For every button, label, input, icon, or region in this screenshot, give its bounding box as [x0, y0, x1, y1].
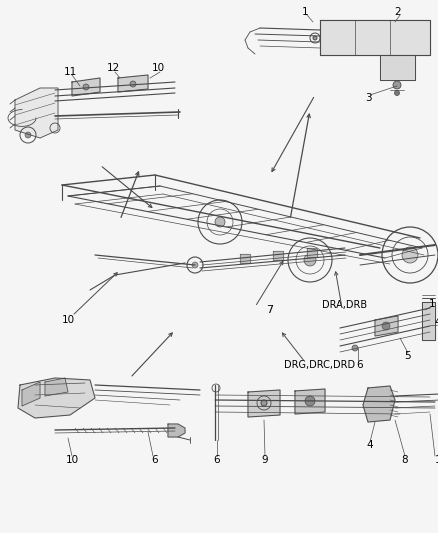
Circle shape — [304, 396, 314, 406]
Text: 9: 9 — [261, 455, 268, 465]
Polygon shape — [118, 75, 148, 92]
Text: 5: 5 — [404, 351, 410, 361]
Polygon shape — [45, 378, 68, 396]
Text: 3: 3 — [364, 93, 371, 103]
Circle shape — [401, 247, 417, 263]
Polygon shape — [22, 382, 40, 406]
Polygon shape — [240, 254, 249, 263]
Text: 8: 8 — [401, 455, 407, 465]
Text: DRG,DRC,DRD: DRG,DRC,DRD — [284, 360, 355, 370]
Circle shape — [25, 132, 31, 138]
Text: 12: 12 — [106, 63, 119, 73]
Polygon shape — [247, 390, 279, 417]
Text: 6: 6 — [213, 455, 220, 465]
Polygon shape — [272, 251, 283, 260]
Text: 6: 6 — [356, 360, 363, 370]
Circle shape — [351, 345, 357, 351]
Circle shape — [394, 91, 399, 95]
Polygon shape — [374, 316, 397, 336]
Text: 10: 10 — [65, 455, 78, 465]
Text: 1: 1 — [434, 455, 438, 465]
Text: 10: 10 — [151, 63, 164, 73]
Circle shape — [261, 400, 266, 406]
Text: 11: 11 — [63, 67, 77, 77]
Text: 1: 1 — [428, 299, 434, 309]
Text: 6: 6 — [152, 455, 158, 465]
Circle shape — [392, 81, 400, 89]
Polygon shape — [168, 424, 184, 437]
Circle shape — [191, 262, 198, 268]
Polygon shape — [362, 386, 394, 422]
Circle shape — [381, 322, 389, 330]
Text: 2: 2 — [394, 7, 400, 17]
Text: DRA,DRB: DRA,DRB — [321, 300, 367, 310]
Circle shape — [130, 81, 136, 87]
Text: 4: 4 — [434, 317, 438, 327]
Circle shape — [312, 36, 316, 40]
Polygon shape — [72, 78, 100, 96]
Polygon shape — [18, 378, 95, 418]
Text: 7: 7 — [266, 305, 273, 315]
Circle shape — [303, 254, 315, 266]
Polygon shape — [421, 302, 434, 340]
Polygon shape — [379, 55, 414, 80]
Polygon shape — [294, 389, 324, 414]
Text: 1: 1 — [301, 7, 307, 17]
Polygon shape — [306, 248, 316, 257]
Circle shape — [83, 84, 89, 90]
Text: 4: 4 — [366, 440, 372, 450]
Polygon shape — [319, 20, 429, 55]
Text: 10: 10 — [61, 315, 74, 325]
Polygon shape — [15, 88, 58, 138]
Circle shape — [215, 217, 225, 227]
